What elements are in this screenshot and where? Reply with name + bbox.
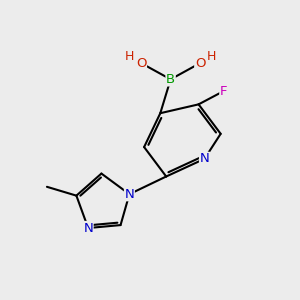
Text: N: N — [83, 221, 93, 235]
Text: H: H — [207, 50, 217, 63]
Text: N: N — [124, 188, 134, 201]
Text: F: F — [220, 85, 227, 98]
Text: N: N — [200, 152, 209, 165]
Text: B: B — [166, 73, 175, 86]
Text: O: O — [136, 57, 146, 70]
Text: H: H — [125, 50, 134, 63]
Text: O: O — [195, 57, 205, 70]
